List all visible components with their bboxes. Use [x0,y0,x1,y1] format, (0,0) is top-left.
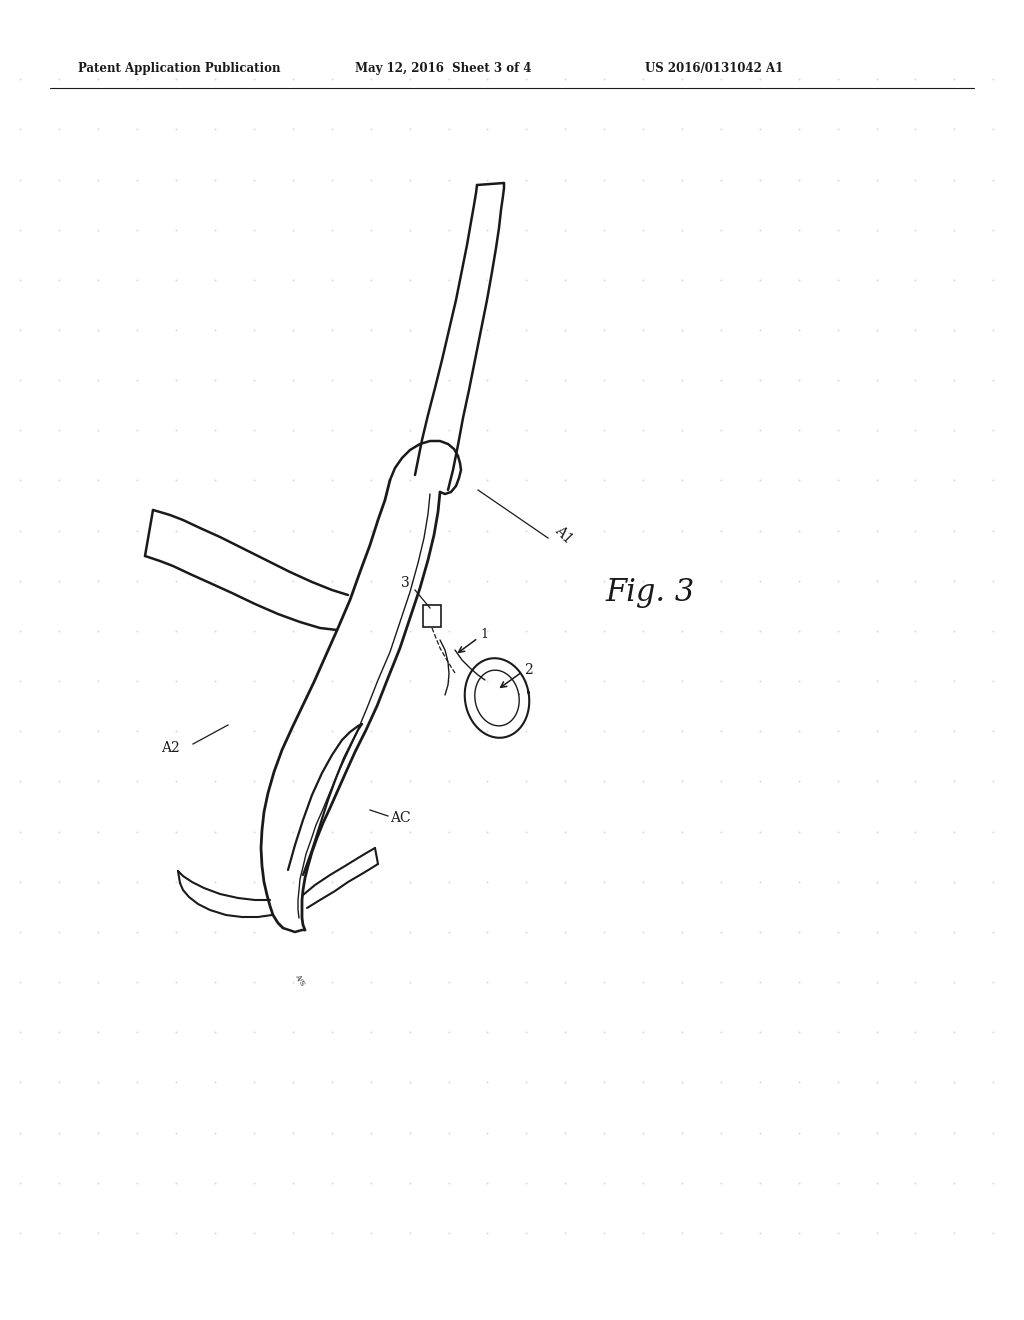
Text: AC: AC [390,810,411,825]
Text: A2: A2 [161,741,180,755]
Text: A/S: A/S [294,973,306,987]
Text: Fig. 3: Fig. 3 [605,577,694,607]
Text: 1: 1 [480,627,488,640]
Text: Patent Application Publication: Patent Application Publication [78,62,281,75]
Text: 2: 2 [524,663,532,677]
Text: May 12, 2016  Sheet 3 of 4: May 12, 2016 Sheet 3 of 4 [355,62,531,75]
Text: 3: 3 [400,576,410,590]
Text: US 2016/0131042 A1: US 2016/0131042 A1 [645,62,783,75]
Bar [423,605,441,627]
Text: A1: A1 [552,523,575,546]
